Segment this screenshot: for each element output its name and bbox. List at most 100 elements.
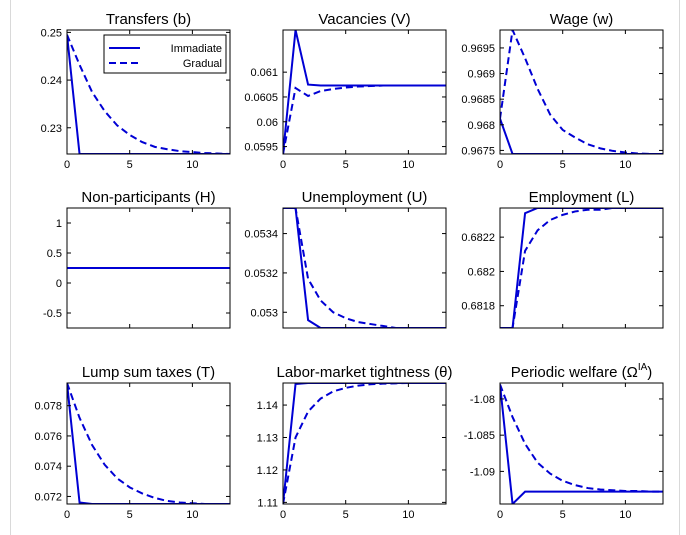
title-superscript: IA <box>638 362 648 373</box>
y-tick-label: 0.0595 <box>244 142 278 154</box>
y-tick-label: 1 <box>56 218 62 230</box>
y-tick-label: 0.053 <box>250 307 278 319</box>
title-end: ) <box>647 364 652 381</box>
series-line-immadiate <box>283 30 446 154</box>
y-tick-label: 1.13 <box>257 432 278 444</box>
legend-label: Immadiate <box>171 43 222 55</box>
panel-0: 0 5 10 0.23 0.24 0.25 Transfers (b) <box>41 11 231 171</box>
y-tick-label: 0.682 <box>467 266 495 278</box>
y-tick-label: 1.12 <box>257 465 278 477</box>
y-tick-label: 1.14 <box>257 400 278 412</box>
y-tick-label: 0.074 <box>34 461 62 473</box>
series-line-gradual <box>283 84 446 154</box>
panel-5: 0.6818 0.682 0.6822 Employment (L) <box>461 189 664 329</box>
y-tick-label: 0.969 <box>467 69 495 81</box>
y-tick-label: 0.6822 <box>461 232 495 244</box>
x-tick-label: 5 <box>343 159 349 171</box>
x-tick-label: 5 <box>560 509 566 521</box>
y-tick-label: 0.9695 <box>461 43 495 55</box>
axes-box <box>282 207 447 329</box>
y-tick-label: 0.0605 <box>244 92 278 104</box>
y-tick-label: 0.24 <box>41 75 62 87</box>
legend: Immadiate Gradual <box>103 34 227 74</box>
panel-title: Transfers (b) <box>106 11 191 28</box>
y-tick-label: 0.078 <box>34 401 62 413</box>
y-tick-label: 0.5 <box>47 248 62 260</box>
panel-2: 0 5 10 0.9675 0.968 0.9685 0.969 0.9695 Wage (w) <box>461 11 664 171</box>
x-tick-label: 0 <box>280 509 286 521</box>
series-line-gradual <box>283 208 446 328</box>
axes-box <box>499 382 664 505</box>
x-tick-label: 10 <box>619 509 631 521</box>
axes-box <box>499 207 664 329</box>
panel-7: 0 5 10 1.11 1.12 1.13 1.14 Labor-market tightne… <box>257 364 453 521</box>
y-tick-label: -1.085 <box>464 430 495 442</box>
panel-3: -0.5 0 0.5 1 Non-participants (H) <box>43 189 231 329</box>
x-tick-label: 0 <box>64 159 70 171</box>
axes-box <box>66 29 231 155</box>
x-tick-label: 10 <box>186 159 198 171</box>
series-line-immadiate <box>283 208 446 328</box>
x-tick-label: 0 <box>497 159 503 171</box>
y-tick-label: 0.0532 <box>244 268 278 280</box>
series-line-gradual <box>283 383 446 504</box>
axes-box <box>499 29 664 155</box>
series-line-immadiate <box>500 118 663 154</box>
legend-box <box>103 34 227 74</box>
y-tick-label: 0.06 <box>257 117 278 129</box>
y-tick-label: 0.23 <box>41 123 62 135</box>
x-tick-label: 0 <box>64 509 70 521</box>
x-tick-label: 5 <box>127 509 133 521</box>
x-tick-label: 10 <box>186 509 198 521</box>
panel-title: Lump sum taxes (T) <box>82 364 215 381</box>
panel-title: Unemployment (U) <box>302 189 428 206</box>
x-tick-label: 0 <box>497 509 503 521</box>
series-line-immadiate <box>500 208 663 328</box>
x-tick-label: 5 <box>560 159 566 171</box>
y-tick-label: 0 <box>56 278 62 290</box>
y-tick-label: -0.5 <box>43 308 62 320</box>
y-tick-label: 0.076 <box>34 431 62 443</box>
series-line-gradual <box>67 34 230 154</box>
y-tick-label: -1.09 <box>470 466 495 478</box>
y-tick-label: 0.072 <box>34 491 62 503</box>
series-line-gradual <box>500 30 663 154</box>
y-tick-label: 0.061 <box>250 67 278 79</box>
y-tick-label: 0.25 <box>41 27 62 39</box>
series-line-immadiate <box>67 383 230 504</box>
panel-6: 0 5 10 0.072 0.074 0.076 0.078 Lump sum taxes (… <box>34 364 231 521</box>
x-tick-label: 10 <box>402 509 414 521</box>
panel-1: 0 5 10 0.0595 0.06 0.0605 0.061 Vacancies (V) <box>244 11 447 171</box>
x-tick-label: 10 <box>402 159 414 171</box>
series-line-gradual <box>67 383 230 504</box>
figure-frame <box>10 0 680 535</box>
y-tick-label: -1.08 <box>470 394 495 406</box>
panel-title: Periodic welfare (ΩIA) <box>511 362 653 381</box>
x-tick-label: 5 <box>343 509 349 521</box>
legend-label: Gradual <box>183 58 222 70</box>
x-tick-label: 5 <box>127 159 133 171</box>
axes-box <box>66 207 231 329</box>
panel-title: Vacancies (V) <box>318 11 410 28</box>
y-tick-label: 1.11 <box>257 497 278 509</box>
panel-8: 0 5 10 -1.09 -1.085 -1.08 Periodic welfare (ΩI… <box>464 362 664 521</box>
x-tick-label: 10 <box>619 159 631 171</box>
series-line-gradual <box>500 208 663 328</box>
panel-title: Non-participants (H) <box>81 189 215 206</box>
panel-title: Employment (L) <box>529 189 635 206</box>
series-line-immadiate <box>283 383 446 504</box>
panel-title: Wage (w) <box>550 11 614 28</box>
panel-title: Labor-market tightness (θ) <box>277 364 453 381</box>
axes-box <box>66 382 231 505</box>
y-tick-label: 0.0534 <box>244 229 278 241</box>
panel-4: 0.053 0.0532 0.0534 Unemployment (U) <box>244 189 447 329</box>
axes-box <box>282 29 447 155</box>
x-tick-label: 0 <box>280 159 286 171</box>
axes-box <box>282 382 447 505</box>
y-tick-label: 0.6818 <box>461 301 495 313</box>
series-line-gradual <box>500 384 663 493</box>
y-tick-label: 0.968 <box>467 120 495 132</box>
y-tick-label: 0.9685 <box>461 94 495 106</box>
y-tick-label: 0.9675 <box>461 145 495 157</box>
